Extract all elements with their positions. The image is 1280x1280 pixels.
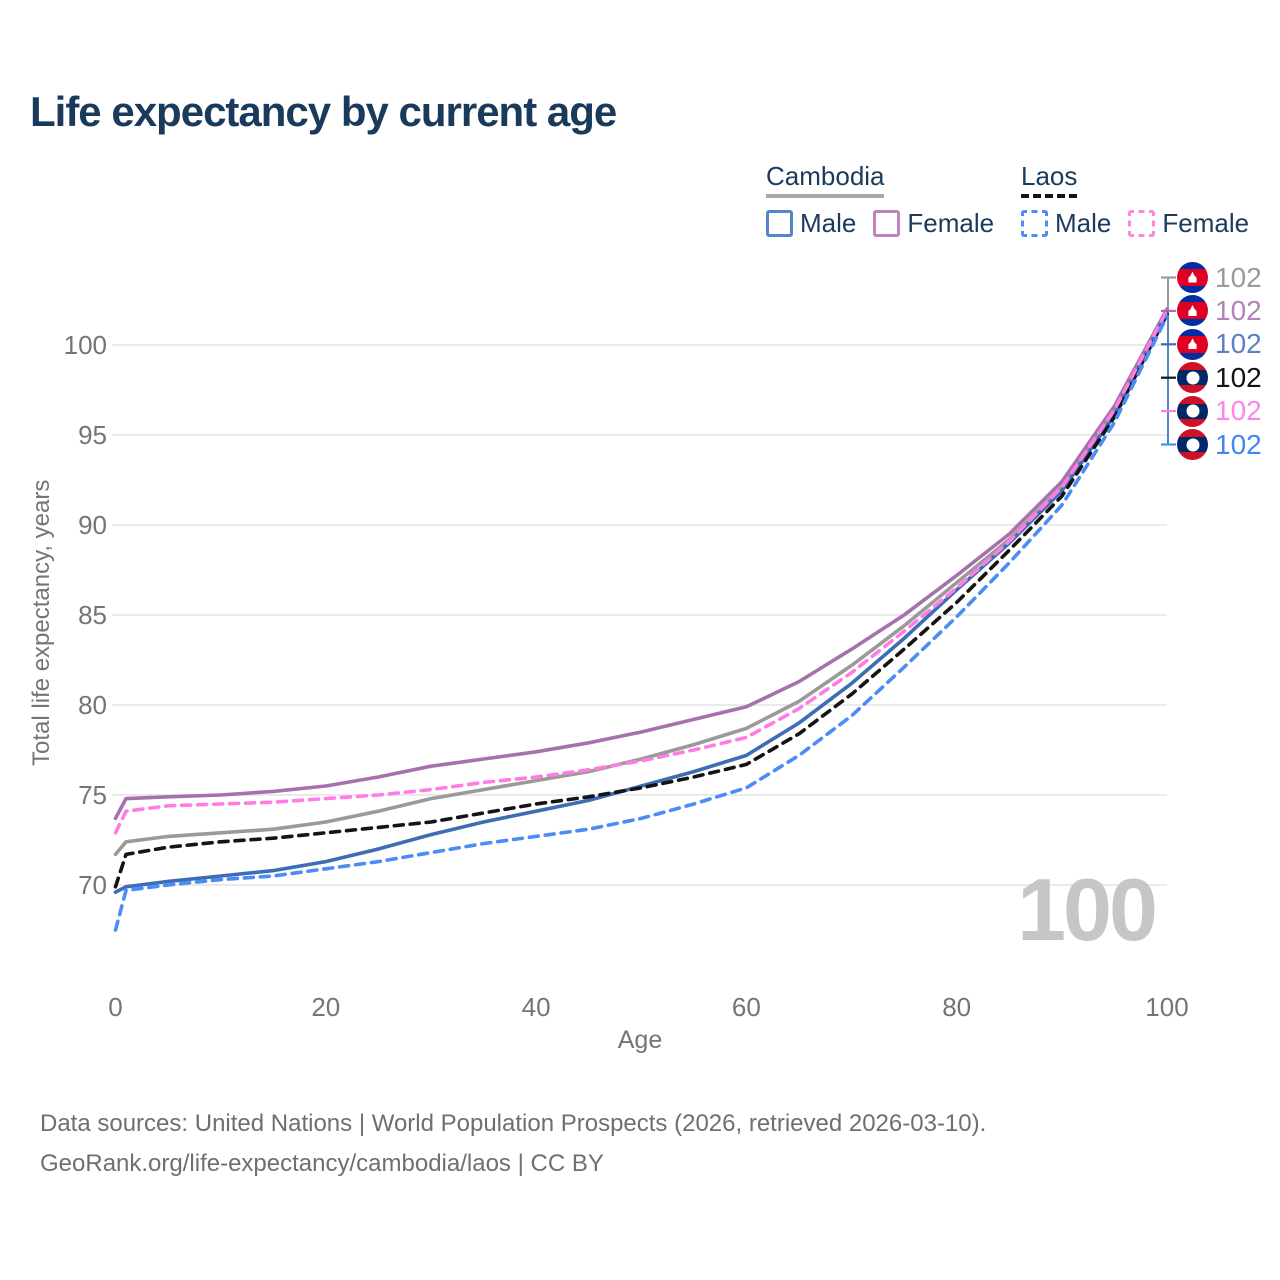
- x-tick-label: 20: [311, 992, 341, 1022]
- temple-glyph: [1188, 304, 1197, 316]
- data-sources-line: Data sources: United Nations | World Pop…: [40, 1110, 987, 1137]
- end-label-row: 102: [1177, 362, 1262, 394]
- series-line-laos-both[interactable]: [113, 312, 1169, 889]
- legend-item-cambodia-female[interactable]: Female: [873, 208, 994, 239]
- disc-glyph: [1186, 438, 1199, 451]
- legend-country-laos: Laos: [1021, 161, 1078, 191]
- temple-glyph: [1188, 338, 1197, 350]
- x-axis-title: Age: [617, 1026, 663, 1054]
- series-line-laos-female[interactable]: [113, 309, 1169, 835]
- disc-glyph: [1186, 371, 1199, 385]
- y-tick-label: 100: [63, 330, 107, 360]
- end-label-value: 102: [1215, 395, 1262, 427]
- laos-flag-icon: [1177, 429, 1208, 460]
- age-counter-watermark: 100: [1017, 860, 1158, 959]
- legend-group-laos: Laos Male Female: [1021, 162, 1249, 239]
- legend-item-laos-female[interactable]: Female: [1128, 208, 1249, 239]
- x-tick-label: 0: [108, 992, 123, 1022]
- end-label-row: 102: [1177, 328, 1262, 360]
- x-tick-label: 100: [1145, 992, 1189, 1022]
- legend-item-cambodia-male[interactable]: Male: [766, 208, 856, 239]
- y-tick-label: 85: [78, 600, 107, 630]
- end-label-row: 102: [1177, 429, 1262, 461]
- laos-flag-icon: [1177, 362, 1208, 394]
- disc-glyph: [1186, 404, 1199, 418]
- end-label-value: 102: [1215, 328, 1262, 360]
- laos-dashed-line-swatch: [1021, 194, 1077, 198]
- attribution-line: GeoRank.org/life-expectancy/cambodia/lao…: [40, 1150, 604, 1177]
- legend-item-label: Male: [800, 208, 857, 238]
- series-line-cambodia-male[interactable]: [113, 310, 1169, 894]
- series-line-laos-male[interactable]: [113, 314, 1169, 932]
- legend-country-cambodia: Cambodia: [766, 161, 885, 191]
- end-label-leader-line: [1167, 276, 1176, 309]
- end-label-row: 102: [1177, 295, 1262, 327]
- laos-flag-icon: [1177, 395, 1208, 427]
- laos-male-swatch-icon: [1021, 210, 1048, 237]
- x-tick-label: 80: [942, 992, 972, 1022]
- y-tick-label: 95: [78, 420, 107, 450]
- end-label-value: 102: [1215, 361, 1262, 393]
- footer: Data sources: United Nations | World Pop…: [40, 1104, 986, 1184]
- legend-item-laos-male[interactable]: Male: [1021, 208, 1111, 239]
- y-tick-label: 75: [78, 780, 107, 810]
- series-line-cambodia-both[interactable]: [113, 309, 1169, 857]
- temple-glyph: [1188, 271, 1197, 283]
- y-tick-label: 80: [78, 690, 107, 720]
- x-tick-label: 60: [731, 992, 761, 1022]
- x-tick-label: 40: [521, 992, 551, 1022]
- page-title: Life expectancy by current age: [30, 88, 617, 135]
- laos-female-swatch-icon: [1128, 210, 1156, 237]
- end-label-value: 102: [1215, 294, 1262, 326]
- legend-item-label: Female: [907, 208, 995, 238]
- end-label-row: 102: [1177, 395, 1262, 427]
- y-tick-label: 70: [78, 870, 107, 900]
- legend-item-label: Male: [1055, 208, 1112, 238]
- cambodia-flag-icon: [1177, 262, 1208, 293]
- end-label-value: 102: [1215, 261, 1262, 293]
- cambodia-flag-icon: [1177, 295, 1208, 327]
- cambodia-solid-line-swatch: [766, 194, 884, 198]
- legend-item-label: Female: [1162, 208, 1250, 238]
- cambodia-female-swatch-icon: [873, 210, 901, 237]
- cambodia-flag-icon: [1177, 328, 1208, 360]
- series-line-cambodia-female[interactable]: [113, 307, 1169, 821]
- cambodia-male-swatch-icon: [766, 210, 793, 237]
- end-label-value: 102: [1215, 428, 1262, 460]
- end-label-row: 102: [1177, 262, 1262, 294]
- y-tick-label: 90: [78, 510, 107, 540]
- legend-group-cambodia: Cambodia Male Female: [766, 162, 994, 239]
